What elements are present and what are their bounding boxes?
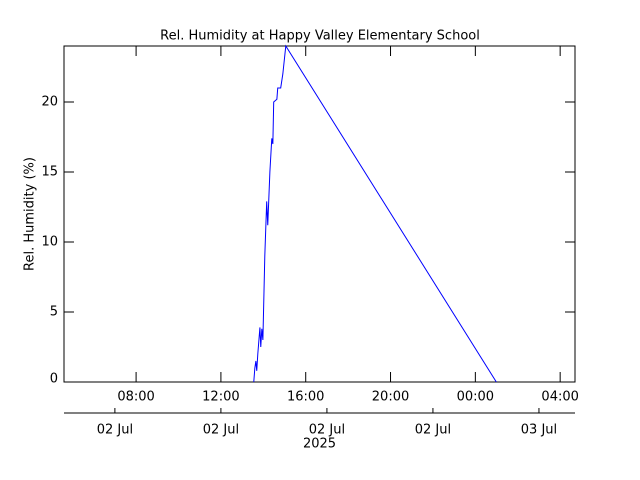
y-tick-label: 15: [41, 165, 58, 180]
y-tick-label: 10: [41, 235, 58, 250]
y-axis-label: Rel. Humidity (%): [23, 157, 38, 271]
date-tick-label: 02 Jul: [97, 423, 133, 438]
y-tick-label: 5: [50, 305, 58, 320]
data-line: [253, 44, 497, 383]
x-tick-label: 16:00: [287, 390, 324, 405]
plot-frame: [63, 45, 576, 383]
year-label: 2025: [303, 437, 336, 452]
date-tick-label: 02 Jul: [309, 423, 345, 438]
x-tick-label: 00:00: [457, 390, 494, 405]
chart-title: Rel. Humidity at Happy Valley Elementary…: [160, 29, 480, 44]
date-tick-label: 03 Jul: [521, 423, 557, 438]
date-tick-label: 02 Jul: [415, 423, 451, 438]
date-tick-label: 02 Jul: [203, 423, 239, 438]
x-tick-label: 20:00: [372, 390, 409, 405]
x-tick-label: 08:00: [117, 390, 154, 405]
y-tick-label: 20: [41, 95, 58, 110]
x-tick-label: 12:00: [202, 390, 239, 405]
x-tick-label: 04:00: [541, 390, 578, 405]
y-tick-label: 0: [50, 372, 58, 387]
